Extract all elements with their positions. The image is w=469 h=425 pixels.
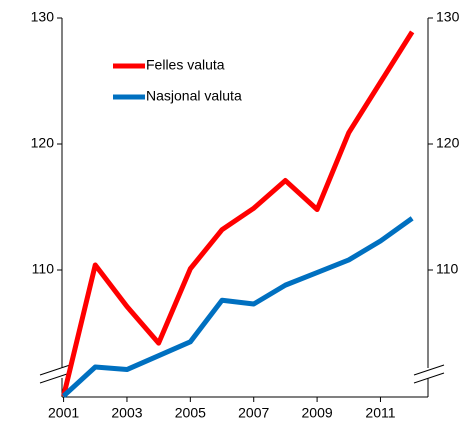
series-line bbox=[61, 216, 414, 398]
axis-break bbox=[39, 372, 71, 384]
x-tick-label: 2001 bbox=[48, 405, 79, 421]
axis-break bbox=[413, 372, 445, 384]
y-tick-label: 120 bbox=[31, 135, 55, 151]
y2-tick-label: 130 bbox=[436, 9, 460, 25]
axis-break bbox=[39, 364, 71, 376]
axis-break-gap bbox=[418, 368, 440, 378]
legend-label: Felles valuta bbox=[146, 57, 225, 73]
x-tick-label: 2005 bbox=[175, 405, 206, 421]
y-tick-label: 130 bbox=[31, 9, 55, 25]
legend-label: Nasjonal valuta bbox=[146, 88, 242, 104]
y-tick-label: 110 bbox=[32, 261, 55, 277]
x-tick-label: 2009 bbox=[302, 405, 333, 421]
x-tick-label: 2011 bbox=[365, 405, 395, 421]
series-line bbox=[61, 30, 415, 397]
x-tick-label: 2007 bbox=[238, 405, 269, 421]
axis-break-gap bbox=[52, 368, 74, 378]
y2-tick-label: 110 bbox=[436, 261, 459, 277]
axis-break bbox=[413, 364, 445, 376]
y2-tick-label: 120 bbox=[436, 135, 460, 151]
x-tick-label: 2003 bbox=[111, 405, 142, 421]
